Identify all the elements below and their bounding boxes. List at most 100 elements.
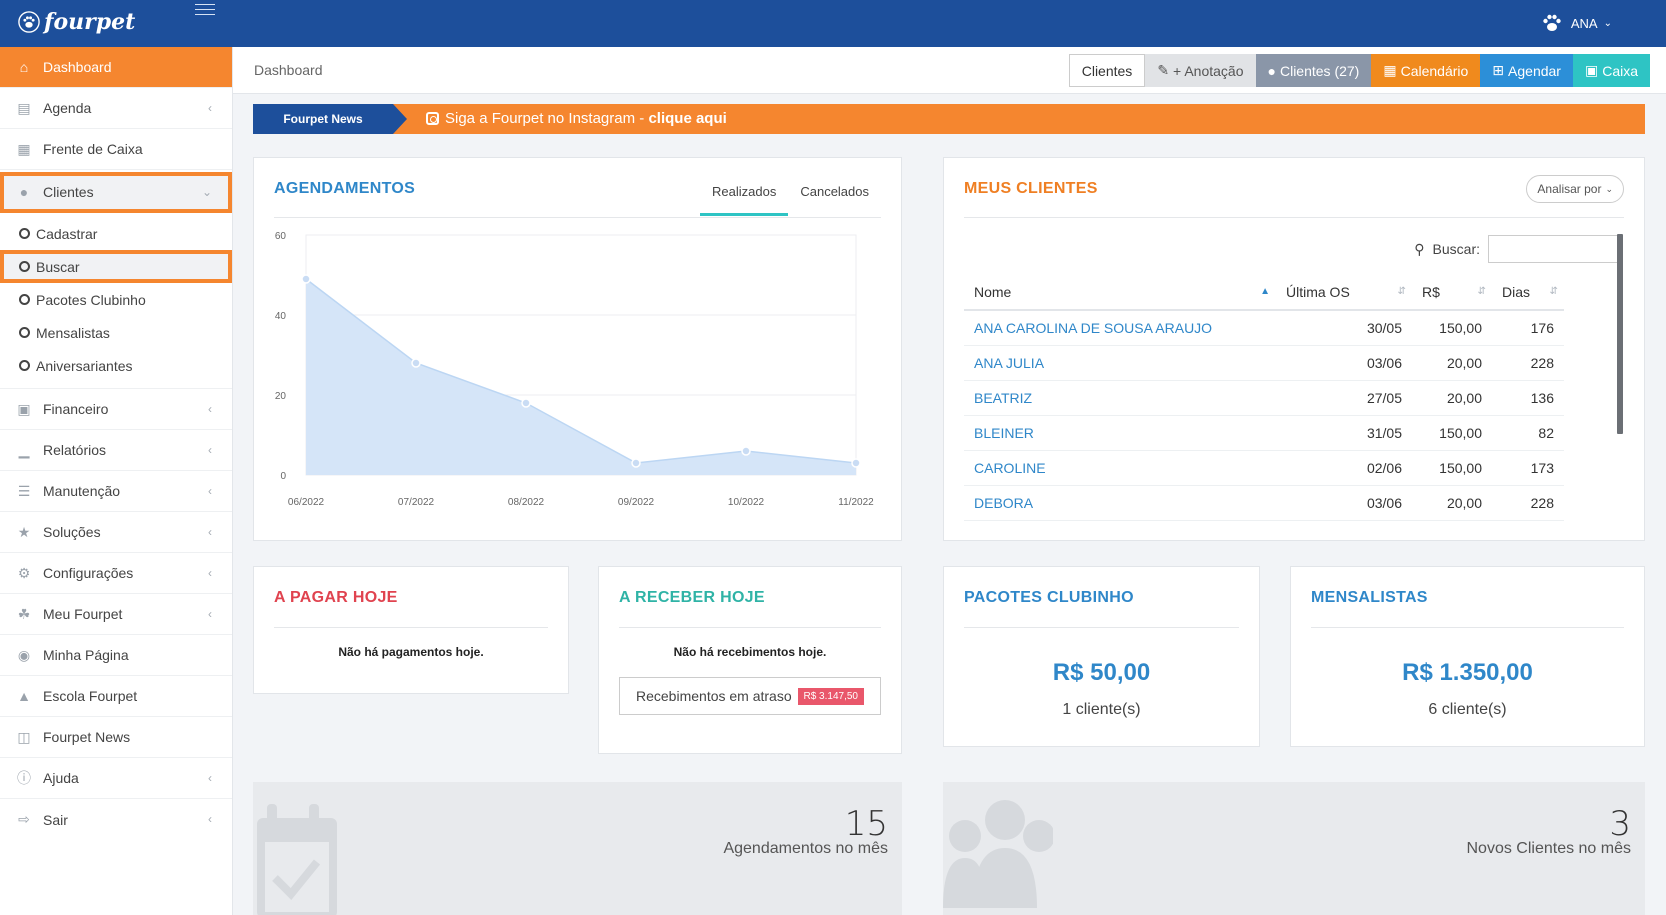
sidebar-item-clientes[interactable]: ● Clientes ⌄ [0,172,232,213]
data-point [411,358,421,368]
news-tag-arrow [393,104,407,134]
news-link[interactable]: Siga a Fourpet no Instagram - clique aqu… [426,110,727,127]
mensalistas-title: MENSALISTAS [1311,589,1428,606]
brand-logo[interactable]: fourpet [18,9,135,35]
submenu-item-mensalistas[interactable]: Mensalistas [0,316,232,349]
column-label: R$ [1422,283,1440,300]
menu-toggle-icon[interactable] [195,4,215,18]
novos-clientes-label: Novos Clientes no mês [1466,840,1631,857]
table-row[interactable]: ANA JULIA 03/06 20,00 228 [964,345,1564,381]
search-input[interactable] [1488,235,1620,263]
sidebar-item-configuracoes[interactable]: ⚙ Configurações ‹ [0,553,232,594]
button-label: + Anotação [1173,62,1244,79]
tab-realizados[interactable]: Realizados [700,180,789,216]
table-row[interactable]: BEATRIZ 27/05 20,00 136 [964,380,1564,416]
sidebar-item-minha-pagina[interactable]: ◉ Minha Página [0,635,232,676]
sidebar-item-label: Minha Página [43,647,129,663]
submenu-item-cadastrar[interactable]: Cadastrar [0,217,232,250]
chevron-left-icon: ‹ [208,101,212,115]
column-valor[interactable]: R$ ⇵ [1412,274,1492,311]
client-valor: 20,00 [1412,345,1492,381]
sidebar-item-label: Escola Fourpet [43,688,138,704]
data-point [851,458,861,468]
series-area [306,279,856,475]
caixa-button[interactable]: ▣ Caixa [1572,54,1650,87]
sidebar-item-manutencao[interactable]: ☰ Manutenção ‹ [0,471,232,512]
table-row[interactable]: BLEINER 31/05 150,00 82 [964,415,1564,451]
sidebar-item-escola-fourpet[interactable]: ▲ Escola Fourpet [0,676,232,717]
header-bar: Dashboard Clientes ✎ + Anotação ● Clientes… [233,47,1666,94]
sidebar-item-label: Soluções [43,524,101,540]
star-icon: ★ [17,523,31,540]
sidebar-item-agenda[interactable]: ▤ Agenda ‹ [0,88,232,129]
sidebar-item-sair[interactable]: ⇨ Sair ‹ [0,799,232,840]
news-banner: Fourpet News Siga a Fourpet no Instagram… [253,104,1645,134]
client-valor: 20,00 [1412,380,1492,416]
y-tick-label: 20 [275,391,287,402]
table-row[interactable]: CAROLINE 02/06 150,00 173 [964,450,1564,486]
button-label: Caixa [1602,62,1638,79]
client-name[interactable]: BEATRIZ [964,380,1276,416]
button-label: Calendário [1400,62,1469,79]
column-dias[interactable]: Dias ⇵ [1492,274,1564,311]
submenu-item-aniversariantes[interactable]: Aniversariantes [0,349,232,382]
panel-divider [964,627,1239,628]
sidebar-item-solucoes[interactable]: ★ Soluções ‹ [0,512,232,553]
cogs-icon: ⚙ [17,564,31,581]
sidebar-item-ajuda[interactable]: ⓘ Ajuda ‹ [0,758,232,799]
client-ultima-os: 03/06 [1276,485,1412,521]
calendar-check-icon [257,804,337,915]
sidebar-item-label: Relatórios [43,442,107,458]
money-icon: ▣ [1584,62,1599,78]
anotacao-button[interactable]: ✎ + Anotação [1145,54,1256,87]
analisar-por-dropdown[interactable]: Analisar por ⌄ [1526,175,1624,203]
sidebar-item-relatorios[interactable]: ▁ Relatórios ‹ [0,430,232,471]
a-receber-empty-text: Não há recebimentos hoje. [673,645,827,659]
agendar-button[interactable]: ⊞ Agendar [1480,54,1573,87]
data-point [741,446,751,456]
sign-out-icon: ⇨ [18,811,30,827]
client-name[interactable]: DEBORA [964,485,1276,521]
x-tick-label: 07/2022 [398,497,435,508]
sidebar-item-fourpet-news[interactable]: ◫ Fourpet News [0,717,232,758]
table-row[interactable]: ANA CAROLINA DE SOUSA ARAUJO 30/05 150,00 1… [964,310,1564,346]
sidebar-item-meu-fourpet[interactable]: ☘ Meu Fourpet ‹ [0,594,232,635]
client-name[interactable]: CAROLINE [964,450,1276,486]
recebimentos-atraso-row[interactable]: Recebimentos em atraso R$ 3.147,50 [619,677,881,715]
mensalistas-value: R$ 1.350,00 [1402,659,1533,686]
clientes-button[interactable]: Clientes [1068,54,1146,87]
column-label: Dias [1502,283,1531,300]
submenu-item-buscar[interactable]: Buscar [0,250,232,283]
column-nome[interactable]: Nome ▲ [964,274,1276,311]
client-valor: 20,00 [1412,485,1492,521]
client-valor: 150,00 [1412,310,1492,346]
submenu-label: Aniversariantes [36,357,133,374]
client-name[interactable]: ANA JULIA [964,345,1276,381]
table-row[interactable]: DEBORA 03/06 20,00 228 [964,485,1564,521]
top-bar: fourpet ANA ⌄ [0,0,1666,47]
user-menu[interactable]: ANA ⌄ [1539,12,1612,34]
sidebar-item-dashboard[interactable]: ⌂ Dashboard [0,47,232,88]
calculator-icon: ▦ [17,140,31,157]
agendamentos-mes-card: 15 Agendamentos no mês [253,782,902,915]
series-line [305,278,857,464]
table-scrollbar[interactable] [1617,234,1623,434]
client-name[interactable]: ANA CAROLINA DE SOUSA ARAUJO [964,310,1276,346]
column-ultima-os[interactable]: Última OS ⇵ [1276,274,1412,311]
client-name[interactable]: BLEINER [964,415,1276,451]
sidebar-item-financeiro[interactable]: ▣ Financeiro ‹ [0,389,232,430]
sidebar-item-frente-de-caixa[interactable]: ▦ Frente de Caixa [0,129,232,170]
clientes-count-button[interactable]: ● Clientes (27) [1255,54,1372,87]
submenu-label: Buscar [36,258,80,275]
submenu-item-pacotes-clubinho[interactable]: Pacotes Clubinho [0,283,232,316]
tab-cancelados[interactable]: Cancelados [800,184,869,199]
clubinho-value: R$ 50,00 [1052,659,1151,686]
client-valor: 150,00 [1412,415,1492,451]
agenda-icon: ▤ [17,99,31,116]
button-label: Agendar [1508,62,1561,79]
novos-clientes-number: 3 [1609,804,1631,844]
sidebar-item-label: Manutenção [43,483,121,499]
calendario-button[interactable]: ▦ Calendário [1371,54,1481,87]
client-ultima-os: 31/05 [1276,415,1412,451]
client-ultima-os: 03/06 [1276,345,1412,381]
